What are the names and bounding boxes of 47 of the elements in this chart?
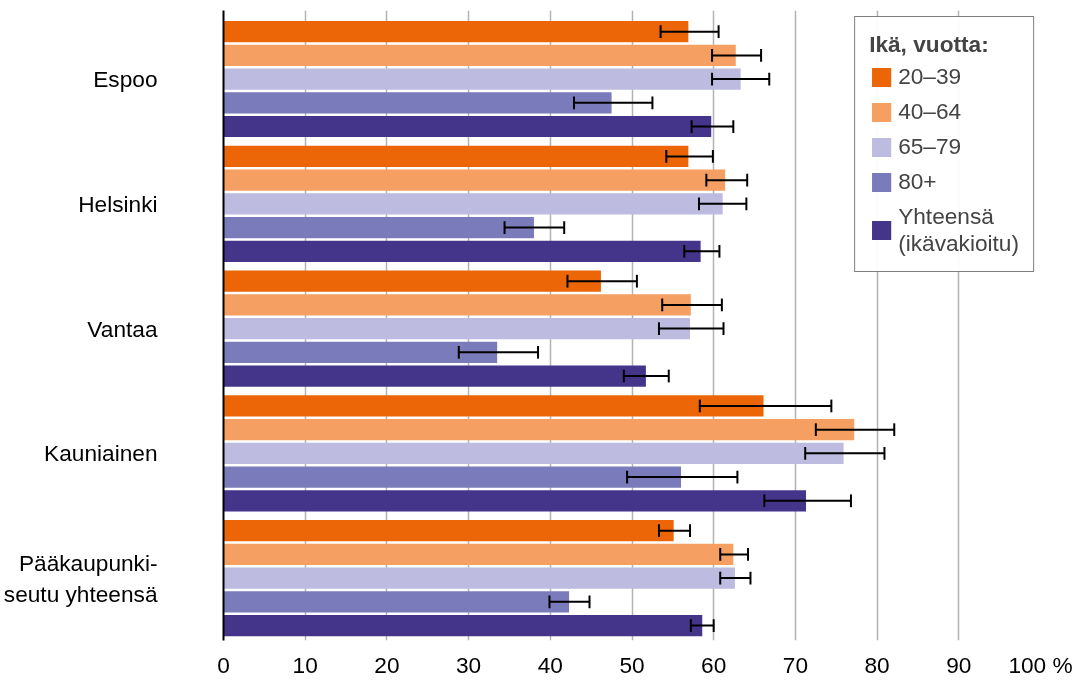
bar bbox=[223, 442, 844, 464]
x-tick-label: 70 bbox=[782, 651, 808, 678]
bar bbox=[223, 294, 691, 316]
bar bbox=[223, 240, 701, 262]
x-tick-label: 60 bbox=[701, 651, 727, 678]
y-tick-label: Pääkaupunki- seutu yhteensä bbox=[3, 549, 158, 607]
x-tick-label: 10 bbox=[292, 651, 318, 678]
bar bbox=[223, 216, 534, 239]
x-tick-label: 20 bbox=[374, 651, 400, 678]
bar bbox=[223, 567, 735, 589]
legend-label: 20–39 bbox=[898, 63, 962, 90]
bar bbox=[223, 520, 674, 542]
y-tick-label: Helsinki bbox=[78, 190, 158, 217]
bar bbox=[223, 591, 570, 613]
legend-label: 80+ bbox=[898, 168, 937, 195]
bar bbox=[223, 365, 646, 387]
bar bbox=[223, 466, 682, 488]
bar bbox=[223, 490, 807, 512]
bar bbox=[223, 318, 691, 340]
bar bbox=[223, 44, 736, 67]
legend-label: 65–79 bbox=[898, 133, 962, 160]
bar bbox=[223, 395, 764, 417]
bar bbox=[223, 614, 703, 637]
bar bbox=[223, 419, 855, 441]
bar bbox=[223, 21, 689, 43]
x-tick-label: 50 bbox=[619, 651, 645, 678]
bar bbox=[223, 145, 689, 168]
bar bbox=[223, 68, 741, 90]
x-tick-label: 80 bbox=[864, 651, 890, 678]
y-tick-label: Espoo bbox=[93, 66, 158, 93]
x-tick-label: 0 bbox=[217, 651, 230, 678]
bar bbox=[223, 169, 726, 191]
x-tick-label: 40 bbox=[537, 651, 563, 678]
x-tick-label: 90 bbox=[946, 651, 972, 678]
bar bbox=[223, 543, 734, 566]
bar bbox=[223, 92, 612, 114]
bar bbox=[223, 115, 712, 138]
x-tick-label: 100 % bbox=[1008, 651, 1073, 678]
y-tick-label: Kauniainen bbox=[44, 440, 158, 467]
legend-label: 40–64 bbox=[898, 98, 962, 125]
legend-label: Yhteensä (ikävakioitu) bbox=[898, 203, 1019, 257]
bar bbox=[223, 270, 601, 292]
bar bbox=[223, 193, 723, 215]
bar bbox=[223, 341, 498, 363]
legend-title: Ikä, vuotta: bbox=[869, 31, 990, 58]
x-tick-label: 30 bbox=[456, 651, 482, 678]
y-tick-label: Vantaa bbox=[87, 315, 158, 342]
